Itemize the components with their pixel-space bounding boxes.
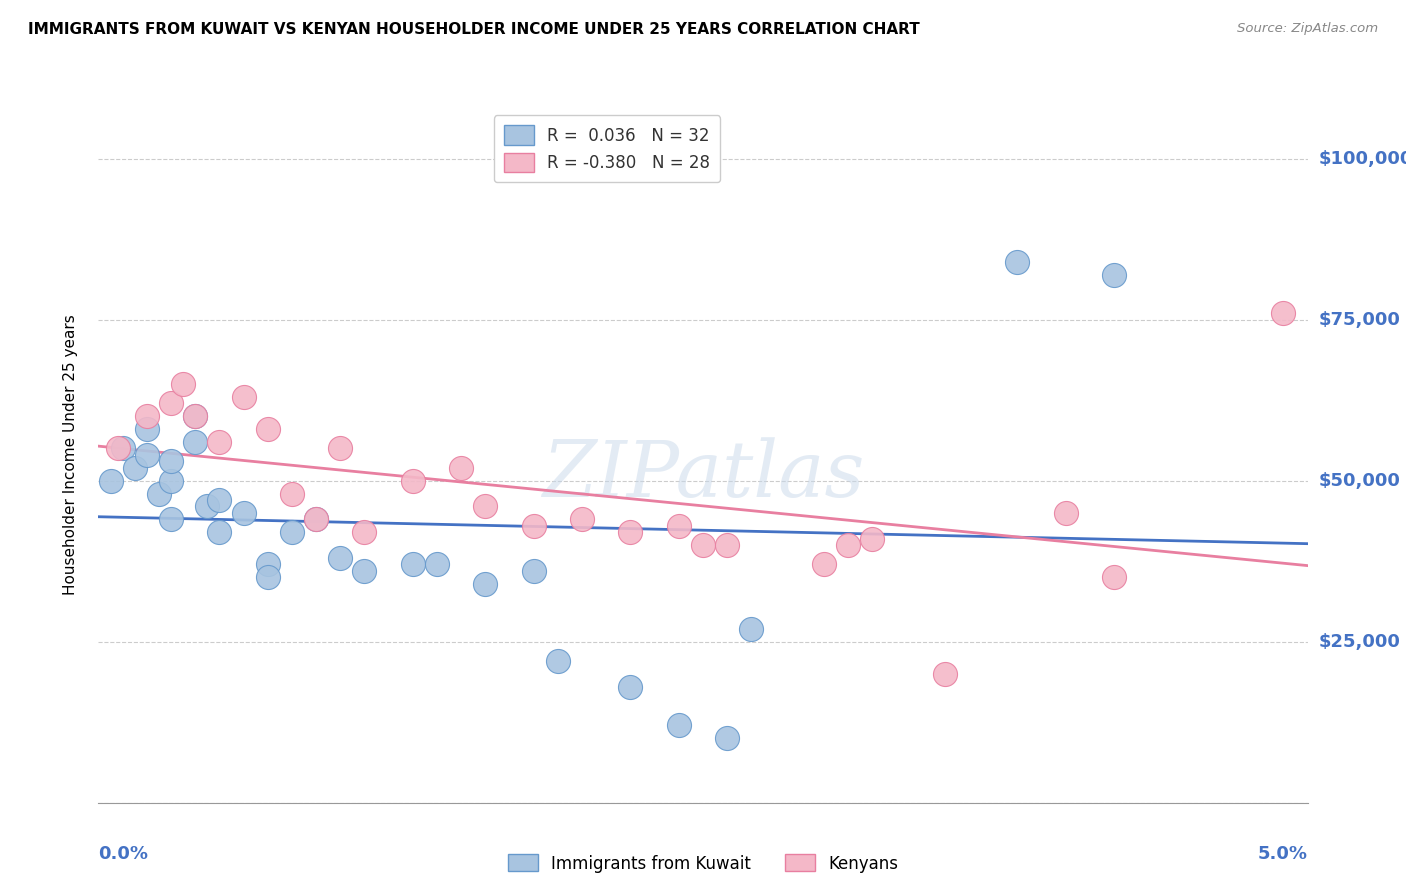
- Point: [450, 460, 472, 475]
- Point: [692, 538, 714, 552]
- Point: [281, 486, 304, 500]
- Point: [547, 654, 569, 668]
- Point: [329, 442, 352, 456]
- Point: [934, 667, 956, 681]
- Point: [256, 558, 278, 572]
- Point: [1102, 570, 1125, 584]
- Point: [740, 622, 762, 636]
- Point: [148, 486, 170, 500]
- Point: [1102, 268, 1125, 282]
- Point: [571, 512, 593, 526]
- Point: [668, 518, 690, 533]
- Text: ZIPatlas: ZIPatlas: [541, 438, 865, 514]
- Point: [523, 564, 546, 578]
- Point: [111, 442, 134, 456]
- Point: [860, 532, 883, 546]
- Point: [329, 551, 352, 566]
- Point: [837, 538, 859, 552]
- Point: [107, 442, 129, 456]
- Point: [100, 474, 122, 488]
- Point: [208, 525, 231, 540]
- Point: [426, 558, 449, 572]
- Point: [474, 576, 496, 591]
- Point: [402, 558, 425, 572]
- Point: [160, 396, 183, 410]
- Text: $100,000: $100,000: [1319, 150, 1406, 168]
- Point: [135, 409, 157, 424]
- Point: [184, 409, 207, 424]
- Point: [474, 500, 496, 514]
- Point: [281, 525, 304, 540]
- Point: [619, 525, 641, 540]
- Point: [184, 409, 207, 424]
- Point: [256, 570, 278, 584]
- Text: $50,000: $50,000: [1319, 472, 1400, 490]
- Text: $75,000: $75,000: [1319, 310, 1400, 328]
- Y-axis label: Householder Income Under 25 years: Householder Income Under 25 years: [63, 315, 77, 595]
- Point: [402, 474, 425, 488]
- Point: [208, 435, 231, 450]
- Point: [256, 422, 278, 436]
- Point: [232, 506, 254, 520]
- Point: [523, 518, 546, 533]
- Point: [1007, 254, 1029, 268]
- Point: [232, 390, 254, 404]
- Point: [135, 448, 157, 462]
- Point: [1054, 506, 1077, 520]
- Text: IMMIGRANTS FROM KUWAIT VS KENYAN HOUSEHOLDER INCOME UNDER 25 YEARS CORRELATION C: IMMIGRANTS FROM KUWAIT VS KENYAN HOUSEHO…: [28, 22, 920, 37]
- Point: [160, 474, 183, 488]
- Legend: R =  0.036   N = 32, R = -0.380   N = 28: R = 0.036 N = 32, R = -0.380 N = 28: [494, 115, 720, 182]
- Point: [135, 422, 157, 436]
- Point: [619, 680, 641, 694]
- Point: [305, 512, 328, 526]
- Point: [172, 377, 194, 392]
- Point: [716, 538, 738, 552]
- Point: [353, 525, 375, 540]
- Point: [716, 731, 738, 746]
- Legend: Immigrants from Kuwait, Kenyans: Immigrants from Kuwait, Kenyans: [502, 847, 904, 880]
- Text: $25,000: $25,000: [1319, 632, 1400, 651]
- Point: [160, 454, 183, 468]
- Point: [208, 493, 231, 508]
- Text: 5.0%: 5.0%: [1257, 845, 1308, 863]
- Text: 0.0%: 0.0%: [98, 845, 149, 863]
- Point: [184, 435, 207, 450]
- Point: [305, 512, 328, 526]
- Point: [353, 564, 375, 578]
- Text: Source: ZipAtlas.com: Source: ZipAtlas.com: [1237, 22, 1378, 36]
- Point: [124, 460, 146, 475]
- Point: [813, 558, 835, 572]
- Point: [668, 718, 690, 732]
- Point: [1272, 306, 1295, 320]
- Point: [195, 500, 218, 514]
- Point: [160, 512, 183, 526]
